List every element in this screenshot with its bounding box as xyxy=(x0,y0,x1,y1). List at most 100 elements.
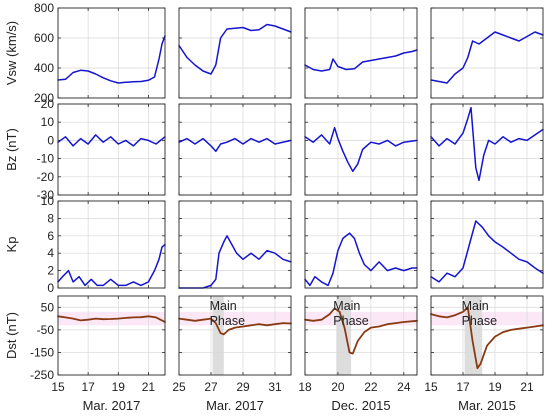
y-tick-label: 400 xyxy=(34,61,54,75)
series-line-kp xyxy=(304,232,418,287)
y-tick-label: -150 xyxy=(30,345,54,359)
quiet-band xyxy=(431,311,543,326)
panel-frame xyxy=(57,200,166,289)
y-tick-label: 600 xyxy=(34,31,54,45)
x-axis-label: Mar. 2017 xyxy=(206,398,264,413)
x-axis-label: Mar. 2015 xyxy=(458,398,516,413)
y-tick-label: 10 xyxy=(41,115,55,129)
panel-vsw-3 xyxy=(304,7,418,99)
y-tick-label: 6 xyxy=(47,229,54,243)
y-tick-label: -50 xyxy=(37,323,55,337)
annotation-phase: Phase xyxy=(210,314,245,328)
series-line-kp xyxy=(57,243,166,287)
panel-frame xyxy=(304,7,418,99)
y-tick-label: 0 xyxy=(47,281,54,295)
series-line-kp xyxy=(430,220,544,283)
y-tick-label: 0 xyxy=(47,133,54,147)
panel-frame xyxy=(178,7,292,99)
y-tick-label: 2 xyxy=(47,264,54,278)
panel-bz-4 xyxy=(430,103,544,196)
quiet-band xyxy=(305,311,417,326)
x-tick-label: 31 xyxy=(268,380,282,394)
panel-frame xyxy=(57,295,166,376)
x-axis-label: Dec. 2015 xyxy=(331,398,390,413)
x-tick-label: 21 xyxy=(520,380,534,394)
panel-frame xyxy=(430,7,544,99)
series-line-kp xyxy=(178,235,292,289)
panel-vsw-2 xyxy=(178,7,292,99)
panel-kp-1: 0 2 4 6 8 10 Kp xyxy=(4,194,166,295)
panel-vsw-4 xyxy=(430,7,544,99)
series-line-bz xyxy=(57,134,166,147)
y-tick-label: 200 xyxy=(34,91,54,105)
panel-frame xyxy=(178,200,292,289)
main-phase-shade xyxy=(212,296,224,375)
annotation-main: Main xyxy=(210,299,237,313)
x-tick-label: 19 xyxy=(112,380,126,394)
series-line-bz xyxy=(304,126,418,173)
panel-kp-2 xyxy=(178,200,292,289)
annotation-main: Main xyxy=(333,299,360,313)
series-line-bz xyxy=(178,137,292,153)
panel-kp-4 xyxy=(430,200,544,289)
y-tick-label: -250 xyxy=(30,368,54,382)
panel-vsw-1: 200 400 600 800 Vsw (km/s) xyxy=(4,1,166,105)
y-tick-label: 4 xyxy=(47,246,54,260)
y-axis-label: Dst (nT) xyxy=(4,312,19,359)
x-tick-label: 17 xyxy=(81,380,95,394)
panel-frame xyxy=(304,200,418,289)
y-tick-label: -30 xyxy=(37,188,55,202)
series-line-vsw xyxy=(430,31,544,84)
quiet-band xyxy=(179,311,291,326)
series-line-vsw xyxy=(178,23,292,75)
x-tick-label: 29 xyxy=(236,380,250,394)
panel-frame xyxy=(57,7,166,99)
annotation-phase: Phase xyxy=(462,314,497,328)
y-tick-label: -20 xyxy=(37,170,55,184)
annotation-main: Main xyxy=(462,299,489,313)
panel-bz-1: -30 -20 -10 0 10 20 Bz (nT) xyxy=(4,97,166,202)
x-tick-label: 20 xyxy=(331,380,345,394)
x-tick-label: 22 xyxy=(364,380,378,394)
panel-frame xyxy=(304,295,418,376)
y-axis-label: Vsw (km/s) xyxy=(4,21,19,85)
y-tick-label: 50 xyxy=(41,300,55,314)
x-axis-label: Mar. 2017 xyxy=(83,398,141,413)
panel-frame xyxy=(178,103,292,196)
x-tick-label: 19 xyxy=(488,380,502,394)
panel-bz-2 xyxy=(178,103,292,196)
y-tick-label: 20 xyxy=(41,97,55,111)
y-axis-label: Kp xyxy=(4,237,19,253)
panel-frame xyxy=(430,200,544,289)
series-line-vsw xyxy=(57,35,166,84)
x-tick-label: 24 xyxy=(397,380,411,394)
x-tick-label: 27 xyxy=(204,380,218,394)
x-tick-label: 25 xyxy=(172,380,186,394)
series-line-dst xyxy=(178,317,292,336)
panel-bz-3 xyxy=(304,103,418,196)
series-line-bz xyxy=(430,106,544,182)
series-line-dst xyxy=(304,307,418,355)
panel-frame xyxy=(57,103,166,196)
panel-frame xyxy=(178,295,292,376)
y-tick-label: -10 xyxy=(37,152,55,166)
x-tick-label: 15 xyxy=(424,380,438,394)
series-line-dst xyxy=(430,306,544,370)
panel-frame xyxy=(304,103,418,196)
x-tick-label: 21 xyxy=(142,380,156,394)
annotation-phase: Phase xyxy=(333,314,368,328)
series-line-dst xyxy=(57,315,166,323)
panel-frame xyxy=(430,103,544,196)
panel-frame xyxy=(430,295,544,376)
y-tick-label: 800 xyxy=(34,1,54,15)
y-tick-label: 8 xyxy=(47,211,54,225)
y-tick-label: 10 xyxy=(41,194,55,208)
panel-kp-3 xyxy=(304,200,418,289)
series-line-vsw xyxy=(304,49,418,72)
